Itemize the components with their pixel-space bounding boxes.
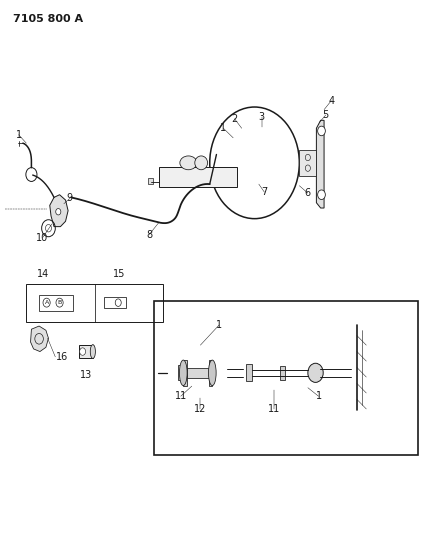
Bar — [79, 345, 93, 359]
Bar — [158, 166, 238, 187]
Text: 11: 11 — [268, 404, 280, 414]
Bar — [280, 366, 285, 379]
Text: 4: 4 — [328, 95, 334, 106]
Text: 11: 11 — [175, 391, 187, 401]
Text: 1: 1 — [220, 123, 226, 133]
Text: 7105 800 A: 7105 800 A — [14, 14, 83, 24]
Text: 3: 3 — [259, 111, 265, 122]
Bar — [26, 284, 163, 322]
Ellipse shape — [179, 360, 187, 385]
Bar — [148, 178, 153, 184]
Circle shape — [318, 190, 325, 199]
Bar — [246, 365, 252, 381]
Bar — [104, 297, 126, 309]
Text: A: A — [45, 300, 49, 305]
Ellipse shape — [90, 345, 95, 359]
Bar — [299, 150, 316, 176]
Bar — [154, 301, 418, 455]
Text: 1: 1 — [15, 130, 22, 140]
Circle shape — [80, 348, 86, 356]
Bar — [39, 295, 73, 311]
Ellipse shape — [208, 360, 216, 385]
Bar — [178, 366, 184, 380]
Text: 15: 15 — [113, 269, 125, 279]
Circle shape — [56, 208, 61, 215]
Text: 2: 2 — [232, 114, 238, 124]
Bar — [187, 368, 209, 377]
Text: 9: 9 — [67, 193, 73, 204]
Ellipse shape — [180, 156, 197, 169]
Text: 10: 10 — [36, 233, 49, 243]
Bar — [209, 360, 212, 385]
Polygon shape — [50, 195, 68, 227]
Text: 12: 12 — [194, 404, 207, 414]
Bar — [183, 360, 187, 385]
Text: 6: 6 — [305, 188, 311, 198]
Text: 1: 1 — [315, 391, 321, 401]
Text: B: B — [57, 300, 62, 305]
Circle shape — [308, 364, 323, 382]
Text: 13: 13 — [80, 370, 92, 380]
Circle shape — [318, 126, 325, 136]
Polygon shape — [316, 120, 324, 208]
Text: 1: 1 — [216, 320, 222, 330]
Text: 7: 7 — [261, 187, 268, 197]
Text: 14: 14 — [37, 269, 50, 279]
Text: 5: 5 — [323, 110, 329, 120]
Polygon shape — [30, 326, 48, 352]
Text: 16: 16 — [56, 352, 68, 362]
Text: 8: 8 — [146, 230, 152, 240]
Ellipse shape — [195, 156, 208, 169]
